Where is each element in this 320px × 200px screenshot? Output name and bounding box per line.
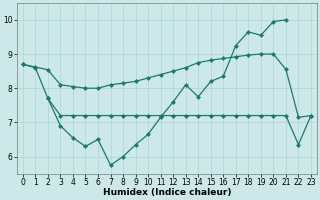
X-axis label: Humidex (Indice chaleur): Humidex (Indice chaleur) [103, 188, 231, 197]
